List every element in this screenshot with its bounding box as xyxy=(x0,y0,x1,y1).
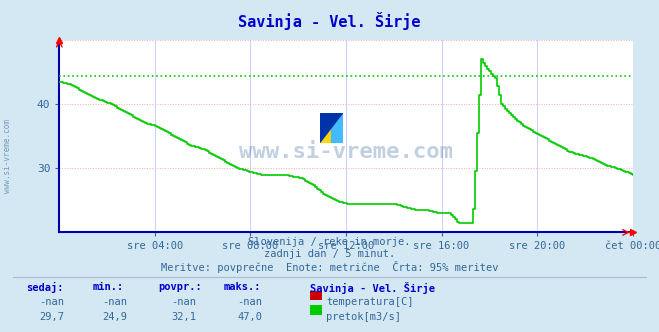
Text: -nan: -nan xyxy=(171,297,196,307)
Bar xyxy=(331,113,343,143)
Text: maks.:: maks.: xyxy=(224,282,262,292)
Text: zadnji dan / 5 minut.: zadnji dan / 5 minut. xyxy=(264,249,395,259)
Text: Meritve: povprečne  Enote: metrične  Črta: 95% meritev: Meritve: povprečne Enote: metrične Črta:… xyxy=(161,261,498,273)
Polygon shape xyxy=(320,113,343,143)
Text: -nan: -nan xyxy=(40,297,65,307)
Text: sedaj:: sedaj: xyxy=(26,282,64,293)
Text: 24,9: 24,9 xyxy=(102,312,127,322)
Text: povpr.:: povpr.: xyxy=(158,282,202,292)
Text: www.si-vreme.com: www.si-vreme.com xyxy=(3,119,13,193)
Bar xyxy=(320,113,331,143)
Text: -nan: -nan xyxy=(237,297,262,307)
Text: pretok[m3/s]: pretok[m3/s] xyxy=(326,312,401,322)
Text: www.si-vreme.com: www.si-vreme.com xyxy=(239,141,453,162)
Text: min.:: min.: xyxy=(92,282,123,292)
Text: 32,1: 32,1 xyxy=(171,312,196,322)
Text: 47,0: 47,0 xyxy=(237,312,262,322)
Text: Slovenija / reke in morje.: Slovenija / reke in morje. xyxy=(248,237,411,247)
Text: -nan: -nan xyxy=(102,297,127,307)
Text: 29,7: 29,7 xyxy=(40,312,65,322)
Text: Savinja - Vel. Širje: Savinja - Vel. Širje xyxy=(310,282,435,294)
Text: Savinja - Vel. Širje: Savinja - Vel. Širje xyxy=(239,12,420,30)
Text: temperatura[C]: temperatura[C] xyxy=(326,297,414,307)
